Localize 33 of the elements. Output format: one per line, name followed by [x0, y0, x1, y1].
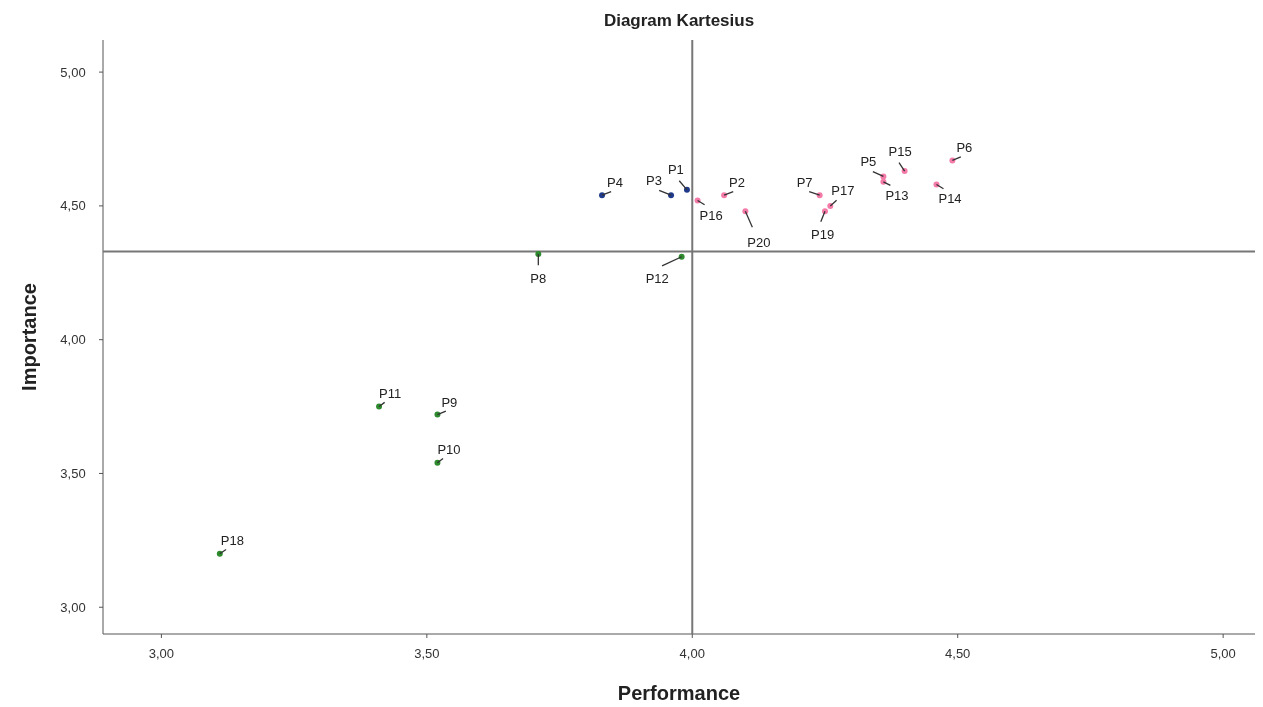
x-tick-label: 5,00: [1210, 646, 1236, 661]
annotation: P15: [888, 144, 912, 160]
y-tick-label: 4,50: [60, 198, 86, 214]
y-tick-label: 4,00: [60, 332, 86, 348]
annotation: P10: [437, 441, 461, 457]
annotation: P12: [645, 270, 669, 286]
annotation: P6: [956, 140, 973, 156]
annotation: P4: [607, 175, 623, 191]
annotation: P14: [938, 191, 962, 207]
chart-title: Diagram Kartesius: [603, 11, 755, 30]
annotation: P19: [810, 227, 835, 243]
annotation: P11: [379, 385, 402, 401]
annotation: P20: [747, 235, 771, 251]
annotation: P2: [729, 175, 746, 191]
annotation: P13: [885, 187, 909, 203]
annotation: P3: [646, 173, 662, 189]
x-tick-label: 4,00: [679, 646, 705, 661]
y-axis-title: Importance: [18, 283, 40, 391]
x-axis-title: Performance: [617, 682, 741, 704]
annotation: P9: [441, 394, 458, 410]
annotation: P17: [831, 182, 855, 198]
y-tick-label: 5,00: [60, 64, 86, 80]
annotation: P7: [796, 175, 813, 191]
y-tick-label: 3,00: [60, 599, 86, 615]
annotation: P8: [530, 271, 547, 287]
annotation: P16: [699, 207, 723, 223]
annotation: P18: [220, 532, 244, 548]
x-tick-label: 4,50: [945, 646, 971, 661]
y-tick-label: 3,50: [60, 466, 86, 482]
x-tick-label: 3,50: [414, 646, 440, 661]
x-tick-label: 3,00: [148, 646, 175, 661]
annotation: P5: [860, 154, 877, 170]
annotation: P1: [667, 161, 684, 177]
